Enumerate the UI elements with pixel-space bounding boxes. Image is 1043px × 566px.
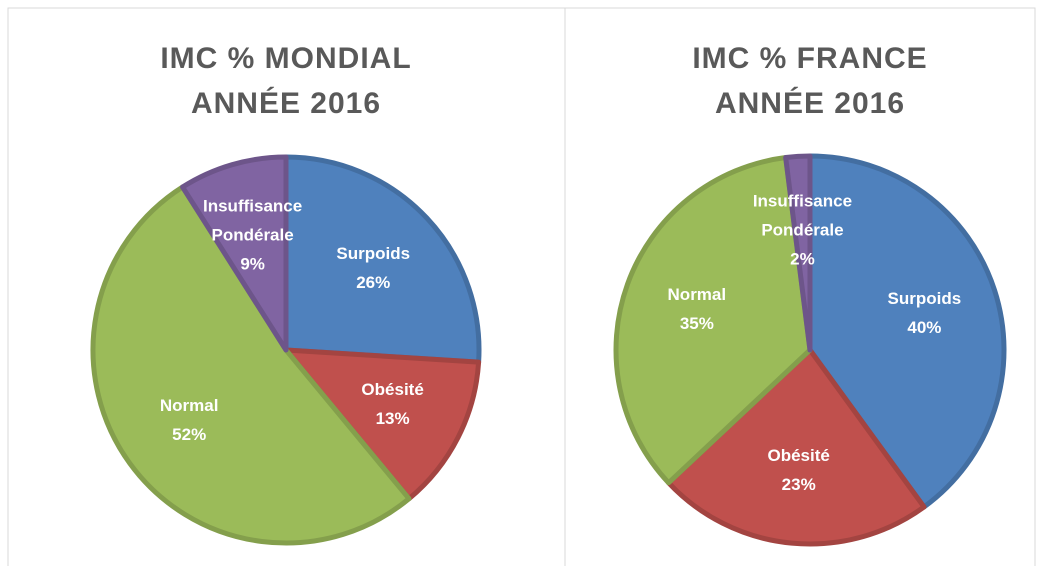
chart-title: IMC % FRANCE xyxy=(692,42,927,75)
pie-slice xyxy=(283,347,482,502)
slice-label: Insuffisance Pondérale 9% xyxy=(183,192,323,279)
pie-slice xyxy=(613,155,813,486)
value-label: 40% xyxy=(907,317,942,337)
category-label: Surpoids xyxy=(887,288,962,308)
value-label: 9% xyxy=(240,254,265,274)
slice-label: Insuffisance Pondérale 2% xyxy=(732,186,872,273)
pie-slice xyxy=(283,154,482,365)
value-label: 52% xyxy=(172,425,207,445)
value-label: 13% xyxy=(375,409,410,429)
category-label: Surpoids xyxy=(336,244,411,264)
value-label: 2% xyxy=(790,249,815,269)
pie-slice xyxy=(807,153,1007,510)
category-label: Normal xyxy=(159,396,219,416)
category-label: Normal xyxy=(667,285,727,305)
value-label: 26% xyxy=(356,273,391,293)
slice-label: Surpoids 26% xyxy=(303,239,443,297)
chart-title: ANNÉE 2016 xyxy=(715,86,905,120)
value-label: 35% xyxy=(679,314,714,334)
pie-slice xyxy=(666,347,927,547)
category-label: Obésité xyxy=(361,380,424,400)
slice-label: Obésité 13% xyxy=(323,375,463,433)
chart-title: IMC % MONDIAL xyxy=(160,42,411,75)
slice-label: Normal 35% xyxy=(627,280,767,338)
category-label: Insuffisance Pondérale xyxy=(752,191,853,240)
category-label: Obésité xyxy=(767,445,830,465)
value-label: 23% xyxy=(781,474,816,494)
pie-slice xyxy=(180,154,289,353)
frame xyxy=(7,7,1036,566)
pie-slice xyxy=(90,184,412,546)
slice-label: Obésité 23% xyxy=(729,441,869,499)
slice-label: Normal 52% xyxy=(119,391,259,449)
category-label: Insuffisance Pondérale xyxy=(203,196,303,245)
pie-slice xyxy=(783,153,813,353)
slice-label: Surpoids 40% xyxy=(854,284,994,342)
chart-title: ANNÉE 2016 xyxy=(191,86,381,120)
